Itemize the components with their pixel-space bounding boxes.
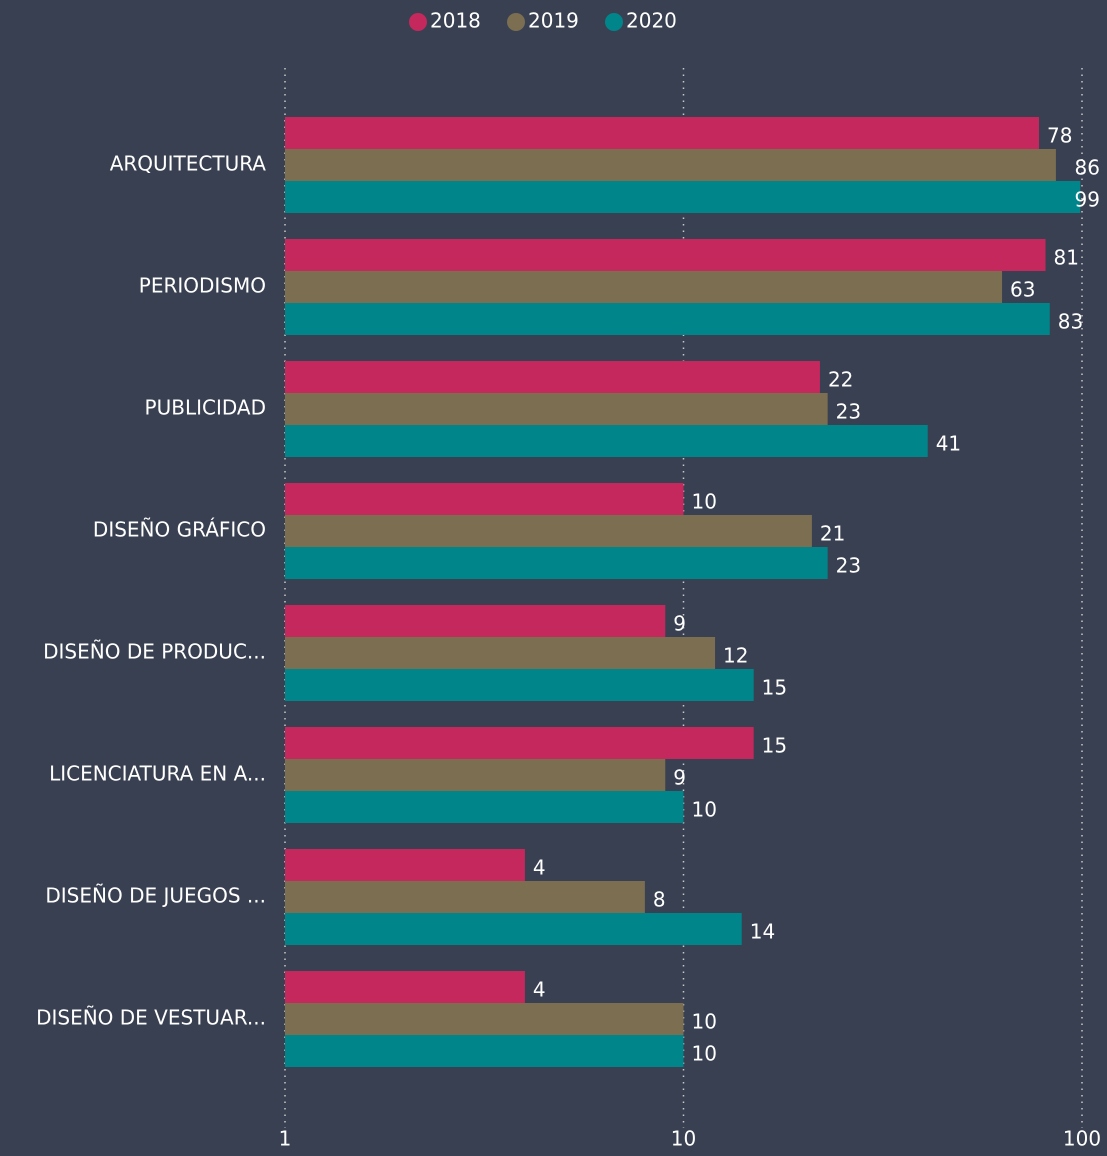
- data-label: 4: [533, 856, 546, 880]
- data-label: 10: [692, 1042, 717, 1066]
- bar: [285, 149, 1056, 181]
- data-label: 86: [1075, 156, 1100, 180]
- legend-marker: [409, 13, 427, 31]
- data-label: 15: [762, 676, 787, 700]
- bar: [285, 727, 754, 759]
- data-label: 9: [673, 612, 686, 636]
- y-tick-label: DISEÑO GRÁFICO: [93, 518, 266, 542]
- bar: [285, 515, 812, 547]
- bar: [285, 271, 1003, 303]
- data-label: 21: [820, 522, 845, 546]
- x-tick-label: 1: [279, 1127, 292, 1151]
- x-tick-label: 10: [671, 1127, 696, 1151]
- y-tick-label: PERIODISMO: [139, 274, 266, 298]
- bar: [285, 791, 684, 823]
- bar: [285, 637, 716, 669]
- bar: [285, 117, 1039, 149]
- legend-label: 2019: [528, 9, 579, 33]
- data-label: 99: [1075, 188, 1100, 212]
- bar: [285, 547, 828, 579]
- y-tick-label: DISEÑO DE JUEGOS ...: [45, 884, 266, 908]
- bar: [285, 971, 525, 1003]
- data-label: 10: [692, 1010, 717, 1034]
- bar: [285, 303, 1050, 335]
- y-tick-label: ARQUITECTURA: [110, 152, 267, 176]
- bar: [285, 849, 525, 881]
- bar: [285, 393, 828, 425]
- legend-label: 2018: [430, 9, 481, 33]
- data-label: 23: [836, 554, 861, 578]
- bar: [285, 913, 742, 945]
- data-label: 78: [1047, 124, 1072, 148]
- bar: [285, 425, 928, 457]
- bar: [285, 181, 1081, 213]
- data-label: 9: [673, 766, 686, 790]
- bar: [285, 239, 1046, 271]
- data-label: 22: [828, 368, 853, 392]
- data-label: 41: [936, 432, 961, 456]
- data-label: 81: [1054, 246, 1079, 270]
- y-tick-label: PUBLICIDAD: [145, 396, 266, 420]
- data-label: 83: [1058, 310, 1083, 334]
- bar: [285, 361, 820, 393]
- data-label: 23: [836, 400, 861, 424]
- x-tick-label: 100: [1063, 1127, 1101, 1151]
- y-tick-label: DISEÑO DE VESTUAR...: [36, 1006, 266, 1030]
- bar: [285, 605, 666, 637]
- legend-label: 2020: [626, 9, 677, 33]
- data-label: 63: [1010, 278, 1035, 302]
- bar: [285, 1035, 684, 1067]
- data-label: 10: [692, 490, 717, 514]
- data-label: 12: [723, 644, 748, 668]
- data-label: 15: [762, 734, 787, 758]
- bar: [285, 759, 666, 791]
- bar: [285, 1003, 684, 1035]
- y-tick-label: LICENCIATURA EN A...: [49, 762, 266, 786]
- data-label: 4: [533, 978, 546, 1002]
- legend-marker: [605, 13, 623, 31]
- bar: [285, 669, 754, 701]
- bar: [285, 881, 645, 913]
- legend-marker: [507, 13, 525, 31]
- data-label: 10: [692, 798, 717, 822]
- bar: [285, 483, 684, 515]
- y-tick-label: DISEÑO DE PRODUC...: [43, 640, 266, 664]
- data-label: 8: [653, 888, 666, 912]
- data-label: 14: [750, 920, 775, 944]
